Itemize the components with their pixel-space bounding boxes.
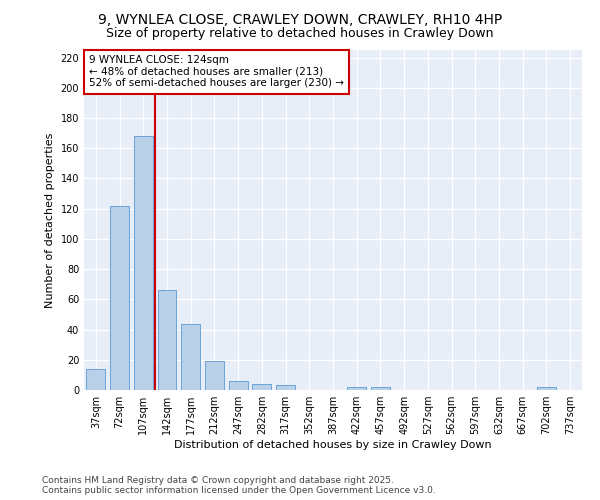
Text: 9 WYNLEA CLOSE: 124sqm
← 48% of detached houses are smaller (213)
52% of semi-de: 9 WYNLEA CLOSE: 124sqm ← 48% of detached… [89,55,344,88]
X-axis label: Distribution of detached houses by size in Crawley Down: Distribution of detached houses by size … [174,440,492,450]
Text: 9, WYNLEA CLOSE, CRAWLEY DOWN, CRAWLEY, RH10 4HP: 9, WYNLEA CLOSE, CRAWLEY DOWN, CRAWLEY, … [98,12,502,26]
Bar [134,136,153,390]
Bar [86,369,106,390]
Bar [158,290,176,390]
Bar [205,362,224,390]
Text: Contains HM Land Registry data © Crown copyright and database right 2025.
Contai: Contains HM Land Registry data © Crown c… [42,476,436,495]
Bar [181,324,200,390]
Bar [276,386,295,390]
Bar [347,387,366,390]
Bar [229,381,248,390]
Text: Size of property relative to detached houses in Crawley Down: Size of property relative to detached ho… [106,28,494,40]
Bar [537,387,556,390]
Bar [253,384,271,390]
Bar [110,206,129,390]
Bar [371,387,390,390]
Y-axis label: Number of detached properties: Number of detached properties [45,132,55,308]
